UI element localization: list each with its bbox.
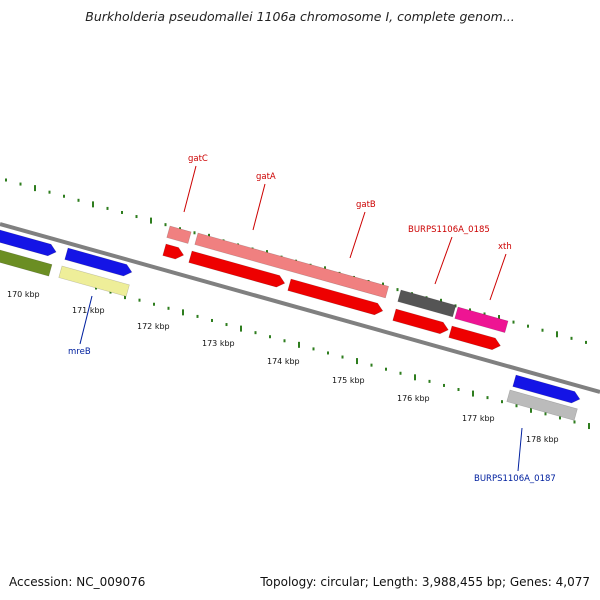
cds-feature (506, 389, 578, 421)
gene-label: gatA (256, 172, 276, 182)
cds-feature (0, 249, 53, 277)
tick-label: 173 kbp (202, 339, 235, 348)
cds-feature (397, 289, 457, 318)
cds-feature (287, 278, 384, 316)
backbone (0, 222, 600, 394)
topology-summary: Topology: circular; Length: 3,988,455 bp… (260, 575, 590, 589)
cds-feature (392, 308, 449, 335)
cds-feature (0, 229, 57, 257)
cds-feature (448, 325, 501, 351)
gene-leader-line (252, 183, 266, 231)
cds-feature (58, 265, 130, 297)
accession-text: Accession: NC_009076 (9, 575, 146, 589)
gene-leader-line (183, 165, 197, 213)
cds-feature (454, 306, 509, 333)
feature-track (0, 225, 581, 421)
cds-feature (166, 225, 192, 244)
gene-label: gatB (356, 200, 376, 210)
gene-label: mreB (68, 347, 91, 357)
map-title: Burkholderia pseudomallei 1106a chromoso… (85, 9, 515, 24)
cds-feature (188, 250, 286, 288)
tick-label: 170 kbp (7, 290, 40, 299)
tick-label: 178 kbp (526, 435, 559, 444)
gene-leader-line (349, 211, 366, 259)
cds-feature (194, 232, 390, 299)
gene-label: BURPS1106A_0185 (408, 225, 490, 235)
gene-label: gatC (188, 154, 208, 164)
tick-label: 175 kbp (332, 376, 365, 385)
cds-feature (64, 247, 133, 277)
gene-leader-line (434, 236, 453, 285)
gene-leader-line (489, 253, 507, 301)
cds-feature (162, 243, 185, 260)
gene-leader-line (79, 295, 93, 345)
tick-label: 177 kbp (462, 414, 495, 423)
inner-tick-dots (95, 286, 590, 430)
gene-label: BURPS1106A_0187 (474, 474, 556, 484)
tick-label: 174 kbp (267, 357, 300, 366)
tick-label: 172 kbp (137, 322, 170, 331)
tick-label: 176 kbp (397, 394, 430, 403)
gene-label: xth (498, 242, 512, 252)
gene-leader-line (517, 427, 523, 472)
cds-feature (512, 374, 581, 404)
